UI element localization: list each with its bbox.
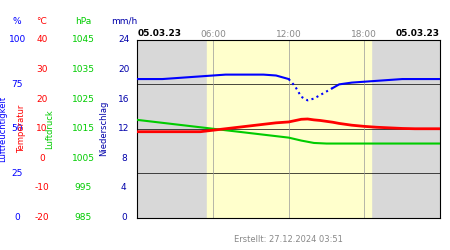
Text: 995: 995 <box>75 184 92 192</box>
Text: 20: 20 <box>36 95 48 104</box>
Text: mm/h: mm/h <box>111 17 137 26</box>
Text: 40: 40 <box>36 36 48 44</box>
Text: 1045: 1045 <box>72 36 94 44</box>
Text: 1025: 1025 <box>72 95 94 104</box>
Text: -10: -10 <box>35 184 49 192</box>
Text: hPa: hPa <box>75 17 91 26</box>
Text: 8: 8 <box>121 154 126 163</box>
Text: 1005: 1005 <box>72 154 95 163</box>
Text: 75: 75 <box>11 80 23 89</box>
Text: 50: 50 <box>11 124 23 133</box>
Text: 10: 10 <box>36 124 48 133</box>
Text: Niederschlag: Niederschlag <box>99 101 108 156</box>
Text: 0: 0 <box>121 213 126 222</box>
Text: 25: 25 <box>11 168 23 177</box>
Text: 985: 985 <box>75 213 92 222</box>
Text: Luftdruck: Luftdruck <box>45 109 54 148</box>
Text: 4: 4 <box>121 184 126 192</box>
Text: Temperatur: Temperatur <box>17 104 26 153</box>
Text: 0: 0 <box>39 154 45 163</box>
Text: 16: 16 <box>118 95 130 104</box>
Text: 24: 24 <box>118 36 130 44</box>
Text: 12: 12 <box>118 124 130 133</box>
Text: 100: 100 <box>9 36 26 44</box>
Text: Luftfeuchtigkeit: Luftfeuchtigkeit <box>0 96 7 162</box>
Bar <box>371 40 440 218</box>
Text: 0: 0 <box>14 213 20 222</box>
Text: 30: 30 <box>36 65 48 74</box>
Text: 20: 20 <box>118 65 130 74</box>
Text: 1015: 1015 <box>72 124 95 133</box>
Bar <box>137 40 207 218</box>
Text: 1035: 1035 <box>72 65 95 74</box>
Text: Erstellt: 27.12.2024 03:51: Erstellt: 27.12.2024 03:51 <box>234 236 343 244</box>
Text: °C: °C <box>36 17 47 26</box>
Text: 05.03.23: 05.03.23 <box>137 29 181 38</box>
Text: -20: -20 <box>35 213 49 222</box>
Text: 05.03.23: 05.03.23 <box>396 29 440 38</box>
Bar <box>207 40 371 218</box>
Text: %: % <box>13 17 22 26</box>
